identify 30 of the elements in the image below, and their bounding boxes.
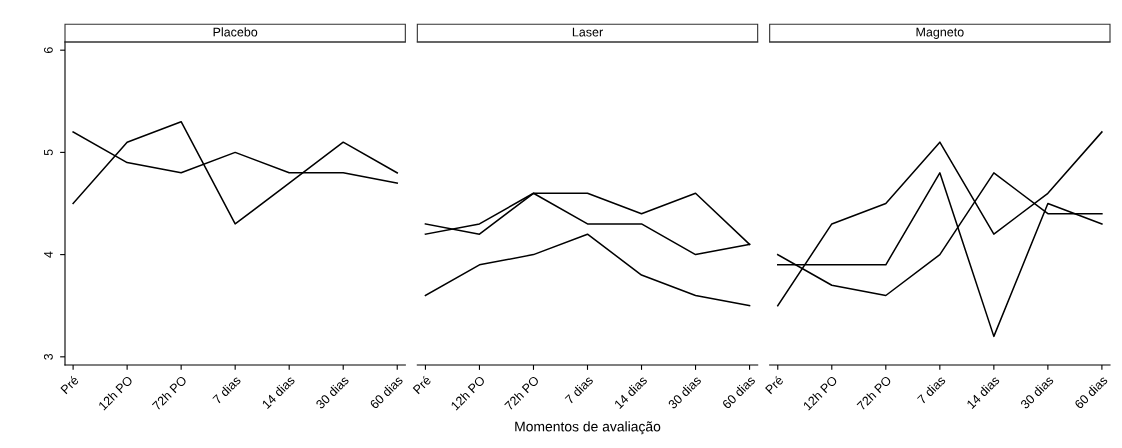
x-tick-label: 60 dias: [721, 375, 756, 410]
x-tick-label: 12h PO: [97, 375, 134, 411]
x-tick-label: 30 dias: [315, 375, 350, 410]
x-tick-label: 12h PO: [450, 375, 486, 411]
x-tick-label: 7 dias: [564, 375, 594, 405]
x-axis-title: Momentos de avaliação: [515, 421, 661, 435]
x-tick-label: 30 dias: [667, 375, 702, 410]
x-tick-label: 72h PO: [503, 375, 540, 411]
x-tick-label: 12h PO: [802, 375, 838, 411]
chart-title: Placebo: [213, 27, 258, 37]
y-tick-label: 5: [44, 149, 53, 156]
x-tick-label: 72h PO: [856, 375, 892, 411]
x-tick-label: 60 dias: [1073, 375, 1109, 410]
line-series: [72, 120, 398, 225]
x-tick-label: 30 dias: [1019, 375, 1055, 410]
chart-title: Magneto: [916, 27, 964, 39]
x-tick-label: 14 dias: [261, 375, 296, 410]
y-tick-label: 6: [43, 47, 53, 54]
x-tick-label: 60 dias: [369, 375, 404, 410]
x-tick-label: Pré: [764, 375, 784, 395]
x-tick-label: 7 dias: [916, 375, 947, 405]
y-tick-label: 3: [43, 353, 53, 360]
x-tick-label: 14 dias: [613, 375, 648, 410]
x-tick-label: 7 dias: [212, 375, 242, 405]
x-tick-label: Pré: [59, 375, 80, 395]
y-tick-label: 4: [44, 251, 53, 258]
chart-title: Laser: [572, 27, 603, 37]
x-tick-label: 14 dias: [966, 375, 1001, 410]
x-tick-label: 72h PO: [151, 375, 188, 411]
x-tick-label: Pré: [412, 375, 432, 395]
